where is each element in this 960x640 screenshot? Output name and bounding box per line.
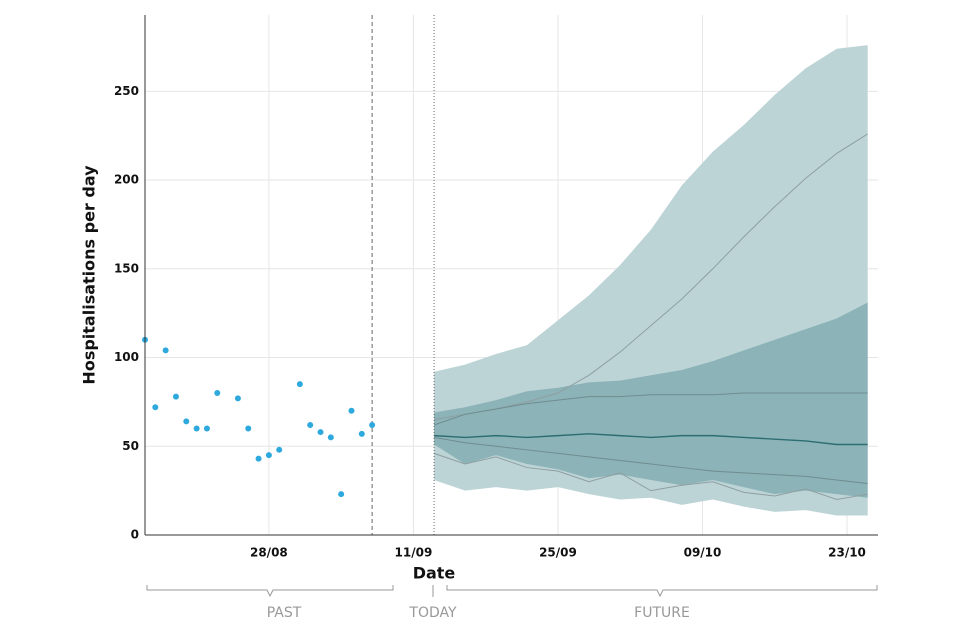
x-tick-label: 28/08 bbox=[250, 546, 288, 560]
observed-point bbox=[338, 491, 345, 498]
forecast-line bbox=[434, 433, 868, 446]
forecast-line bbox=[433, 452, 868, 501]
y-tick-label: 50 bbox=[122, 439, 139, 453]
forecast-line bbox=[433, 436, 868, 485]
observed-point bbox=[193, 425, 200, 432]
past-bracket bbox=[146, 585, 394, 598]
y-tick-label: 200 bbox=[114, 173, 139, 187]
future-bracket bbox=[446, 585, 878, 598]
observed-point bbox=[265, 452, 272, 459]
observed-point bbox=[296, 381, 303, 388]
y-tick-label: 250 bbox=[114, 84, 139, 98]
y-axis-label: Hospitalisations per day bbox=[80, 165, 99, 385]
y-tick-label: 0 bbox=[131, 528, 139, 542]
observed-point bbox=[203, 425, 210, 432]
observed-point bbox=[348, 407, 355, 414]
observed-point bbox=[152, 404, 159, 411]
y-tick-label: 150 bbox=[114, 261, 139, 275]
observed-point bbox=[327, 434, 334, 441]
observed-point bbox=[162, 347, 169, 354]
observed-point bbox=[183, 418, 190, 425]
observed-point bbox=[172, 393, 179, 400]
x-tick-label: 23/10 bbox=[828, 546, 866, 560]
forecast-line bbox=[433, 392, 868, 426]
x-axis-label: Date bbox=[413, 564, 456, 583]
observed-point bbox=[369, 421, 376, 428]
annotation: PAST bbox=[267, 605, 302, 621]
observed-point bbox=[358, 430, 365, 437]
observed-point bbox=[276, 446, 283, 453]
x-tick-label: 25/09 bbox=[539, 546, 577, 560]
x-tick-label: 11/09 bbox=[395, 546, 433, 560]
annotation: TODAY bbox=[408, 605, 457, 621]
forecast-line bbox=[433, 133, 868, 421]
y-tick-label: 100 bbox=[114, 350, 139, 364]
observed-point bbox=[255, 455, 262, 462]
observed-point bbox=[214, 390, 221, 397]
x-tick-label: 09/10 bbox=[684, 546, 722, 560]
observed-point bbox=[234, 395, 241, 402]
observed-point bbox=[317, 429, 324, 436]
observed-point bbox=[245, 425, 252, 432]
annotation: FUTURE bbox=[634, 605, 690, 621]
observed-point bbox=[307, 421, 314, 428]
forecast-band bbox=[434, 302, 868, 498]
